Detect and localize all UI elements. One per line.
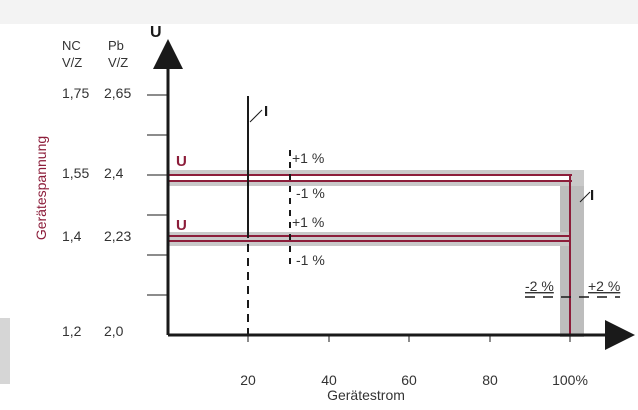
nc-level-2: 1,55	[62, 165, 89, 181]
left-current-leader	[249, 109, 263, 123]
x-axis-title: Gerätestrom	[327, 387, 405, 403]
x-tick-80: 80	[482, 372, 498, 388]
left-band	[0, 318, 10, 384]
y-axis-symbol: U	[150, 24, 162, 41]
top-band	[0, 0, 638, 24]
current-plus-label: +2 %	[588, 278, 620, 294]
y-axis-title: Gerätespannung	[33, 136, 49, 240]
current-tolerance-band	[560, 172, 584, 337]
right-current-leader	[579, 191, 591, 203]
pb-header-line1: Pb	[108, 38, 124, 53]
pb-level-3: 2,23	[104, 228, 131, 244]
pb-header-line2: V/Z	[108, 55, 128, 70]
right-current-label: I	[590, 187, 594, 204]
pb-level-1: 2,65	[104, 85, 131, 101]
x-tick-20: 20	[240, 372, 256, 388]
pb-level-4: 2,0	[104, 323, 124, 339]
nc-header-line2: V/Z	[62, 55, 82, 70]
upper-voltage-band-inner	[168, 175, 569, 181]
nc-level-4: 1,2	[62, 323, 82, 339]
y-axis-ticks	[147, 94, 168, 296]
current-minus-label: -2 %	[525, 278, 554, 294]
nc-level-1: 1,75	[62, 85, 89, 101]
x-tick-40: 40	[321, 372, 337, 388]
x-axis-ticks	[247, 335, 571, 342]
lower-band-label: U	[176, 217, 187, 234]
lower-plus-label: +1 %	[292, 214, 324, 230]
pb-level-2: 2,4	[104, 165, 124, 181]
upper-minus-label: -1 %	[296, 185, 325, 201]
nc-level-3: 1,4	[62, 228, 82, 244]
left-current-label: I	[264, 103, 268, 120]
upper-band-label: U	[176, 153, 187, 170]
lower-voltage-tolerance-band	[168, 232, 570, 246]
upper-plus-label: +1 %	[292, 150, 324, 166]
nc-header-line1: NC	[62, 38, 81, 53]
lower-minus-label: -1 %	[296, 252, 325, 268]
x-tick-60: 60	[401, 372, 417, 388]
x-tick-100: 100%	[552, 372, 588, 388]
